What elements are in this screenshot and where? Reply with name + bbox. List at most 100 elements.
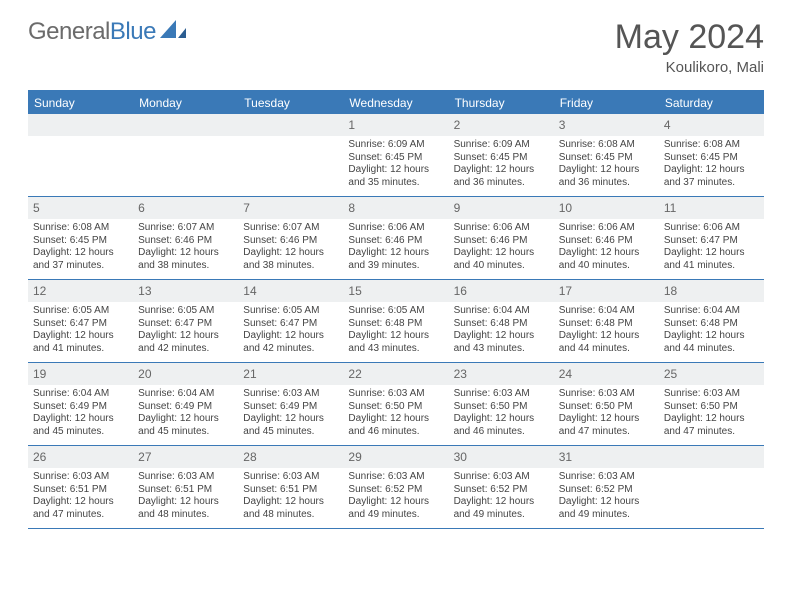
day-cell: 6Sunrise: 6:07 AMSunset: 6:46 PMDaylight… xyxy=(133,197,238,279)
day-number: 13 xyxy=(138,284,151,298)
sunrise-line: Sunrise: 6:05 AM xyxy=(138,305,233,318)
sunrise-line: Sunrise: 6:09 AM xyxy=(348,139,443,152)
day-number: 10 xyxy=(559,201,572,215)
day-cell: 25Sunrise: 6:03 AMSunset: 6:50 PMDayligh… xyxy=(659,363,764,445)
day-cell: 23Sunrise: 6:03 AMSunset: 6:50 PMDayligh… xyxy=(449,363,554,445)
logo-sail-icon xyxy=(160,20,186,45)
sunset-line: Sunset: 6:46 PM xyxy=(138,235,233,248)
day-number-row: 7 xyxy=(238,197,343,219)
day-number: 6 xyxy=(138,201,145,215)
day-cell: 24Sunrise: 6:03 AMSunset: 6:50 PMDayligh… xyxy=(554,363,659,445)
sunrise-line: Sunrise: 6:04 AM xyxy=(138,388,233,401)
sunrise-line: Sunrise: 6:03 AM xyxy=(559,471,654,484)
day-number-row: 18 xyxy=(659,280,764,302)
daylight-line: Daylight: 12 hours and 40 minutes. xyxy=(454,247,549,272)
day-number: 29 xyxy=(348,450,361,464)
sunset-line: Sunset: 6:51 PM xyxy=(243,484,338,497)
logo-text: GeneralBlue xyxy=(28,18,156,46)
daylight-line: Daylight: 12 hours and 49 minutes. xyxy=(559,496,654,521)
logo: GeneralBlue xyxy=(28,18,186,46)
sunrise-line: Sunrise: 6:04 AM xyxy=(454,305,549,318)
sunset-line: Sunset: 6:45 PM xyxy=(664,152,759,165)
sunset-line: Sunset: 6:49 PM xyxy=(138,401,233,414)
sunset-line: Sunset: 6:45 PM xyxy=(454,152,549,165)
day-cell: 11Sunrise: 6:06 AMSunset: 6:47 PMDayligh… xyxy=(659,197,764,279)
sunrise-line: Sunrise: 6:05 AM xyxy=(243,305,338,318)
day-number-row: 25 xyxy=(659,363,764,385)
sunset-line: Sunset: 6:47 PM xyxy=(138,318,233,331)
sunrise-line: Sunrise: 6:06 AM xyxy=(454,222,549,235)
day-number-row: 28 xyxy=(238,446,343,468)
day-cell: 14Sunrise: 6:05 AMSunset: 6:47 PMDayligh… xyxy=(238,280,343,362)
sunrise-line: Sunrise: 6:03 AM xyxy=(243,388,338,401)
day-cell: 16 Sunrise: 6:04 AMSunset: 6:48 PMDayligh… xyxy=(449,280,554,362)
sunrise-line: Sunrise: 6:03 AM xyxy=(138,471,233,484)
day-number xyxy=(243,118,246,132)
weekday-header: Thursday xyxy=(449,92,554,114)
daylight-line: Daylight: 12 hours and 46 minutes. xyxy=(348,413,443,438)
daylight-line: Daylight: 12 hours and 40 minutes. xyxy=(559,247,654,272)
day-number: 9 xyxy=(454,201,461,215)
day-number xyxy=(138,118,141,132)
sunrise-line: Sunrise: 6:06 AM xyxy=(559,222,654,235)
sunrise-line: Sunrise: 6:06 AM xyxy=(348,222,443,235)
day-number: 31 xyxy=(559,450,572,464)
sunrise-line: Sunrise: 6:05 AM xyxy=(348,305,443,318)
day-cell: 12Sunrise: 6:05 AMSunset: 6:47 PMDayligh… xyxy=(28,280,133,362)
day-number: 14 xyxy=(243,284,256,298)
day-number: 20 xyxy=(138,367,151,381)
sunset-line: Sunset: 6:52 PM xyxy=(559,484,654,497)
daylight-line: Daylight: 12 hours and 41 minutes. xyxy=(33,330,128,355)
day-number-row xyxy=(238,114,343,136)
day-number-row: 12 xyxy=(28,280,133,302)
sunset-line: Sunset: 6:52 PM xyxy=(454,484,549,497)
day-number-row: 19 xyxy=(28,363,133,385)
day-number-row: 10 xyxy=(554,197,659,219)
day-number: 17 xyxy=(559,284,572,298)
day-number-row: 17 xyxy=(554,280,659,302)
day-cell: 2Sunrise: 6:09 AMSunset: 6:45 PMDaylight… xyxy=(449,114,554,196)
daylight-line: Daylight: 12 hours and 43 minutes. xyxy=(454,330,549,355)
daylight-line: Daylight: 12 hours and 48 minutes. xyxy=(243,496,338,521)
sunset-line: Sunset: 6:50 PM xyxy=(454,401,549,414)
daylight-line: Daylight: 12 hours and 37 minutes. xyxy=(33,247,128,272)
day-number-row: 23 xyxy=(449,363,554,385)
sunrise-line: Sunrise: 6:03 AM xyxy=(664,388,759,401)
day-number: 19 xyxy=(33,367,46,381)
day-number: 8 xyxy=(348,201,355,215)
day-number-row: 31 xyxy=(554,446,659,468)
calendar: SundayMondayTuesdayWednesdayThursdayFrid… xyxy=(28,90,764,529)
day-number: 22 xyxy=(348,367,361,381)
sunset-line: Sunset: 6:50 PM xyxy=(559,401,654,414)
sunset-line: Sunset: 6:48 PM xyxy=(559,318,654,331)
day-number: 7 xyxy=(243,201,250,215)
day-cell: 7Sunrise: 6:07 AMSunset: 6:46 PMDaylight… xyxy=(238,197,343,279)
daylight-line: Daylight: 12 hours and 35 minutes. xyxy=(348,164,443,189)
day-number: 30 xyxy=(454,450,467,464)
sunset-line: Sunset: 6:48 PM xyxy=(454,318,549,331)
day-number-row: 16 xyxy=(449,280,554,302)
location: Koulikoro, Mali xyxy=(615,59,764,76)
day-number-row: 29 xyxy=(343,446,448,468)
month-title: May 2024 xyxy=(615,18,764,57)
day-number: 26 xyxy=(33,450,46,464)
sunset-line: Sunset: 6:45 PM xyxy=(348,152,443,165)
day-cell: 4Sunrise: 6:08 AMSunset: 6:45 PMDaylight… xyxy=(659,114,764,196)
sunrise-line: Sunrise: 6:07 AM xyxy=(243,222,338,235)
day-number xyxy=(664,450,667,464)
sunset-line: Sunset: 6:47 PM xyxy=(33,318,128,331)
day-number: 15 xyxy=(348,284,361,298)
sunset-line: Sunset: 6:51 PM xyxy=(33,484,128,497)
daylight-line: Daylight: 12 hours and 36 minutes. xyxy=(559,164,654,189)
daylight-line: Daylight: 12 hours and 44 minutes. xyxy=(559,330,654,355)
day-number: 23 xyxy=(454,367,467,381)
day-cell: 17Sunrise: 6:04 AMSunset: 6:48 PMDayligh… xyxy=(554,280,659,362)
day-number-row xyxy=(133,114,238,136)
sunrise-line: Sunrise: 6:03 AM xyxy=(559,388,654,401)
day-cell: 22Sunrise: 6:03 AMSunset: 6:50 PMDayligh… xyxy=(343,363,448,445)
sunset-line: Sunset: 6:52 PM xyxy=(348,484,443,497)
day-number-row: 3 xyxy=(554,114,659,136)
day-number: 24 xyxy=(559,367,572,381)
day-number-row: 15 xyxy=(343,280,448,302)
day-cell: 1Sunrise: 6:09 AMSunset: 6:45 PMDaylight… xyxy=(343,114,448,196)
